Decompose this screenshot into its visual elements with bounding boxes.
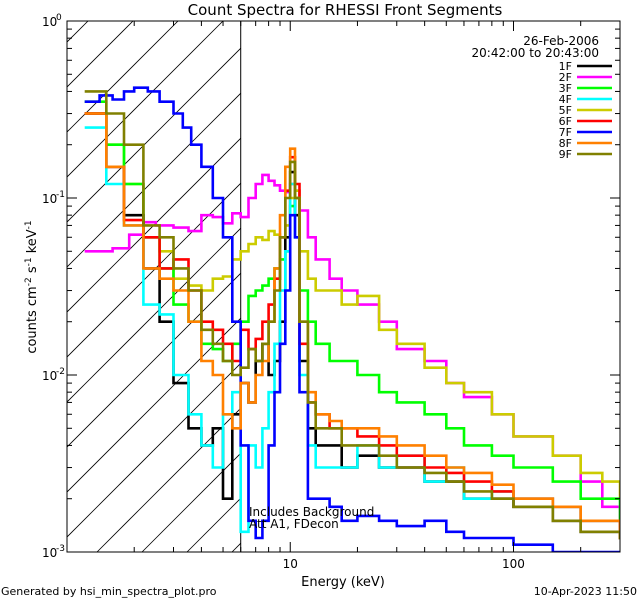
hatch-line	[457, 0, 640, 552]
hatch-line	[67, 362, 241, 538]
date-label: 26-Feb-2006	[523, 34, 599, 48]
series-9f-line	[84, 90, 620, 540]
series-8f-line	[84, 112, 620, 540]
legend-label-6f: 6F	[559, 115, 572, 128]
hatch-line	[322, 0, 640, 552]
legend-label-2f: 2F	[559, 71, 572, 84]
y-tick-label: 10	[42, 192, 57, 206]
plot-frame	[66, 20, 621, 553]
series-6f-line	[84, 112, 620, 540]
svg-text:counts cm-2 s-1 keV-1: counts cm-2 s-1 keV-1	[24, 220, 40, 353]
legend-label-5f: 5F	[559, 104, 572, 117]
y-tick-label: 10	[42, 369, 57, 383]
y-tick-label: 10	[42, 546, 57, 560]
chart-title: Count Spectra for RHESSI Front Segments	[188, 1, 503, 19]
legend-label-7f: 7F	[559, 126, 572, 139]
x-axis-label: Energy (keV)	[301, 575, 385, 590]
footer-generated-by: Generated by hsi_min_spectra_plot.pro	[1, 585, 217, 598]
series-layer	[84, 86, 620, 552]
hatch-line	[67, 21, 179, 133]
legend-label-9f: 9F	[559, 148, 572, 161]
hatch-line	[0, 0, 112, 552]
series-2f-line	[84, 173, 620, 528]
hatch-line	[67, 317, 241, 493]
y-axis-label: counts cm-2 s-1 keV-1	[24, 220, 40, 353]
hatch-line	[96, 407, 241, 552]
hatch-line	[67, 92, 241, 268]
hatch-line	[231, 542, 241, 552]
hatch-line	[67, 47, 241, 223]
hatch-line	[592, 0, 640, 552]
hatch-line	[277, 0, 640, 552]
legend-label-4f: 4F	[559, 93, 572, 106]
series-4f-line	[84, 126, 620, 540]
hatch-line	[186, 497, 241, 552]
footer-timestamp: 10-Apr-2023 11:50	[534, 585, 637, 598]
note-line-1: Includes Background	[249, 505, 374, 519]
series-7f-line	[84, 86, 620, 552]
legend-label-3f: 3F	[559, 82, 572, 95]
time-range-label: 20:42:00 to 20:43:00	[472, 46, 599, 60]
series-1f-line	[84, 112, 620, 540]
hatch-line	[67, 227, 241, 403]
series-5f-line	[84, 112, 620, 500]
x-tick-label: 10	[283, 557, 298, 571]
hatch-line	[67, 21, 134, 88]
background-hatch-region	[0, 0, 640, 552]
hatch-line	[67, 21, 89, 43]
y-tick-exponent: -3	[56, 544, 65, 554]
y-tick-exponent: -2	[56, 367, 65, 377]
x-tick-label: 100	[502, 557, 525, 571]
hatch-line	[67, 137, 241, 313]
y-tick-exponent: 0	[56, 13, 62, 23]
hatch-line	[67, 21, 224, 178]
note-line-2: Att A1, FDecon	[249, 517, 339, 531]
y-tick-exponent: -1	[56, 190, 65, 200]
legend-label-8f: 8F	[559, 137, 572, 150]
y-tick-label: 10	[42, 15, 57, 29]
hatch-line	[367, 0, 640, 552]
legend-label-1f: 1F	[559, 60, 572, 73]
